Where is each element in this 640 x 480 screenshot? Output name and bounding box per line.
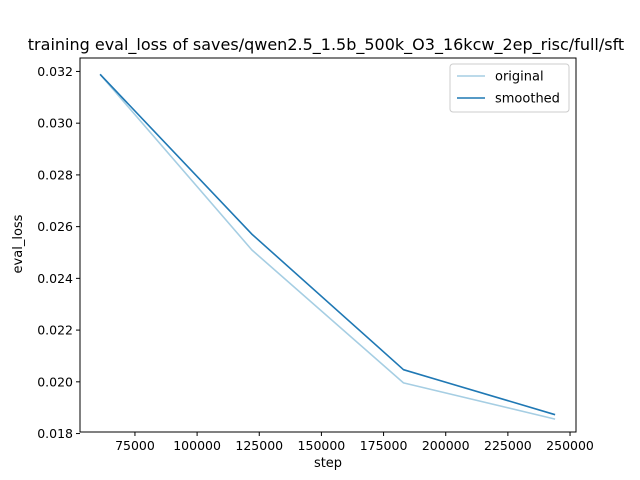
y-tick-label: 0.018 — [37, 426, 73, 441]
x-axis: 75000 100000 125000 150000 175000 200000 22500… — [115, 432, 594, 453]
x-tick-label: 75000 — [115, 438, 155, 453]
series-line-original — [99, 73, 556, 420]
y-tick-label: 0.032 — [37, 64, 73, 79]
y-axis-label: eval_loss — [11, 214, 26, 273]
y-tick-label: 0.020 — [37, 374, 73, 389]
x-tick-label: 225000 — [484, 438, 532, 453]
plot-area — [79, 57, 577, 433]
y-tick-label: 0.026 — [37, 219, 73, 234]
y-tick-label: 0.024 — [37, 271, 73, 286]
x-axis-label: step — [314, 456, 342, 471]
series-line-smoothed — [99, 73, 556, 416]
x-tick-label: 125000 — [235, 438, 283, 453]
x-tick-label: 250000 — [546, 438, 594, 453]
legend-label-smoothed: smoothed — [495, 92, 560, 107]
y-axis: 0.018 0.020 0.022 0.024 0.026 0.028 0.030 0.032 — [37, 64, 80, 441]
y-tick-label: 0.028 — [37, 167, 73, 182]
y-tick-label: 0.030 — [37, 116, 73, 131]
x-tick-label: 175000 — [360, 438, 408, 453]
series-layer — [99, 73, 556, 420]
legend-label-original: original — [495, 70, 544, 85]
x-tick-label: 150000 — [298, 438, 346, 453]
x-tick-label: 200000 — [422, 438, 470, 453]
legend: original smoothed — [449, 63, 570, 113]
chart-title: training eval_loss of saves/qwen2.5_1.5b… — [28, 35, 624, 55]
x-tick-label: 100000 — [173, 438, 221, 453]
y-tick-label: 0.022 — [37, 323, 73, 338]
plot-frame — [79, 57, 577, 433]
